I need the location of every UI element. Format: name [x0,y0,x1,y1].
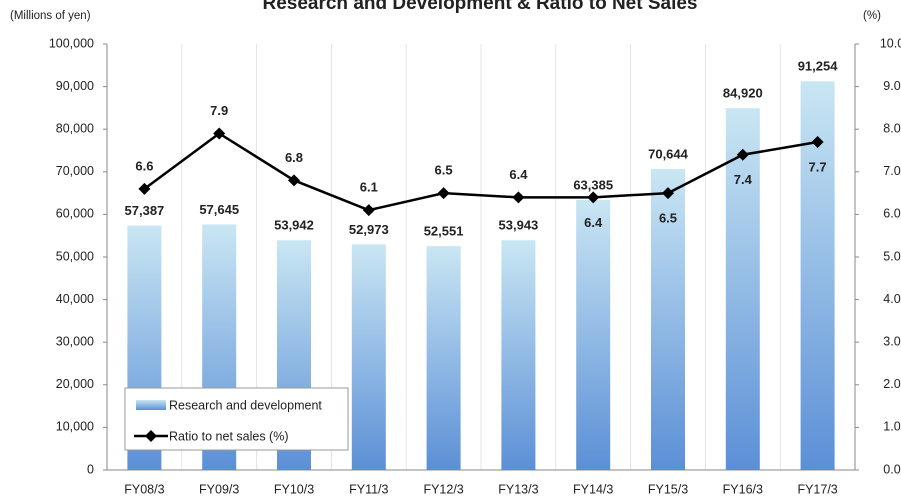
chart-title: Research and Development & Ratio to Net … [262,0,697,14]
y2-axis-label: (%) [863,10,881,22]
bar [576,199,611,470]
ratio-value-label: 6.5 [435,163,453,178]
y2-tick-label: 2.0 [883,377,900,391]
ratio-marker [362,204,375,217]
ratio-marker [213,127,226,140]
x-tick-label: FY10/3 [274,482,314,496]
y-tick-label: 10,000 [56,420,94,434]
y-tick-label: 80,000 [56,121,94,135]
y2-tick-label: 5.0 [883,249,900,263]
ratio-value-label: 6.4 [584,215,603,230]
bar [725,108,760,471]
bar [501,240,536,470]
ratio-value-label: 6.1 [360,180,378,195]
y-tick-label: 20,000 [56,377,94,391]
bar-value-label: 57,387 [125,203,165,218]
ratio-value-label: 6.4 [509,167,528,182]
ratio-marker [512,191,525,204]
ratio-marker [662,187,674,200]
x-tick-label: FY17/3 [797,482,837,496]
ratio-value-label: 7.7 [809,159,827,174]
ratio-marker [288,174,300,187]
legend-box [124,387,349,451]
x-tick-label: FY08/3 [124,482,164,496]
y-tick-label: 30,000 [56,334,94,348]
bar [351,244,386,470]
ratio-value-label: 6.8 [285,150,303,165]
x-tick-label: FY11/3 [349,482,388,496]
x-tick-label: FY16/3 [723,482,763,496]
y2-tick-label: 3.0 [883,334,900,348]
ratio-value-label: 6.6 [135,158,153,173]
legend-swatch [136,400,166,410]
bar-value-label: 52,973 [349,222,389,237]
y2-tick-label: 7.0 [883,164,900,178]
ratio-line [143,131,818,212]
y-tick-label: 40,000 [56,292,94,306]
bar [426,246,461,470]
y2-tick-label: 0.0 [883,462,900,476]
y2-tick-label: 8.0 [883,121,900,135]
legend-marker [145,430,157,442]
x-tick-label: FY14/3 [573,482,613,496]
y-tick-label: 60,000 [56,207,94,221]
legend-label: Research and development [169,398,322,412]
y2-tick-label: 10.0 [880,36,901,50]
ratio-value-label: 6.5 [659,211,677,226]
bar-value-label: 53,943 [499,218,539,233]
y-tick-label: 100,000 [49,36,94,50]
y2-tick-label: 6.0 [883,207,900,221]
y2-tick-label: 9.0 [883,79,900,93]
bar-value-label: 84,920 [723,86,763,101]
y-tick-label: 90,000 [56,79,94,93]
y-tick-label: 70,000 [56,164,94,178]
legend-label: Ratio to net sales (%) [169,429,289,443]
x-tick-label: FY12/3 [423,482,463,496]
x-tick-label: FY15/3 [648,482,688,496]
bar-value-label: 57,645 [199,202,239,217]
ratio-marker [736,148,749,161]
bar [651,169,685,470]
y2-tick-label: 4.0 [883,292,900,306]
y2-tick-label: 1.0 [883,420,900,434]
y-axis-label: (Millions of yen) [10,10,91,22]
bar-value-label: 63,385 [573,177,613,192]
ratio-value-label: 7.4 [734,172,753,187]
y-tick-label: 50,000 [56,249,94,263]
bar-value-label: 91,254 [798,59,839,74]
bar-value-label: 70,644 [648,146,689,161]
ratio-marker [587,191,600,204]
ratio-marker [811,135,824,148]
x-tick-label: FY13/3 [498,482,538,496]
bar-value-label: 53,942 [274,218,314,233]
bar-value-label: 52,551 [424,224,464,239]
x-tick-label: FY09/3 [199,482,239,496]
ratio-marker [437,187,450,200]
ratio-value-label: 7.9 [210,103,228,118]
y-tick-label: 0 [87,462,94,476]
ratio-marker [138,182,151,195]
